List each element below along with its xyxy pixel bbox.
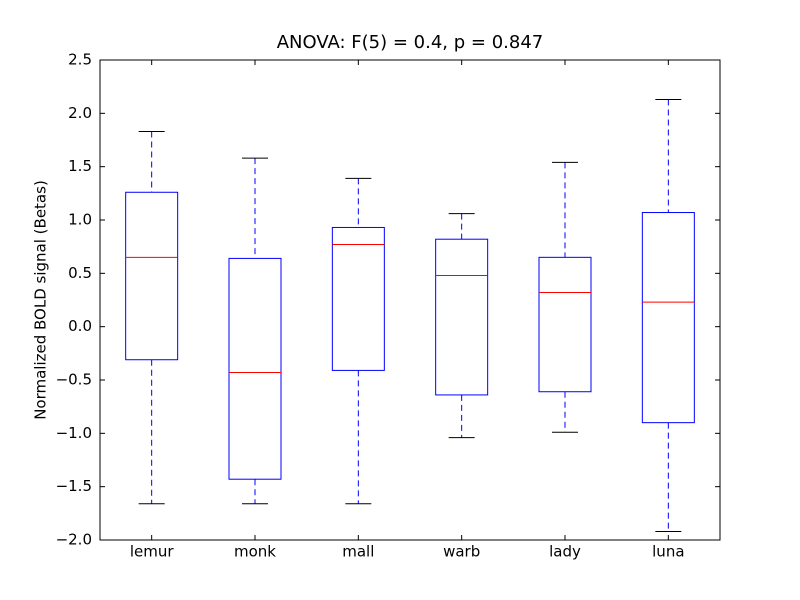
plot-frame	[99, 59, 721, 541]
box	[125, 191, 179, 361]
y-tick-label: −1.5	[56, 477, 92, 495]
x-tick-label: monk	[234, 543, 276, 561]
box	[331, 226, 385, 371]
y-tick-label: −1.0	[56, 424, 92, 442]
box	[228, 257, 282, 480]
chart-title: ANOVA: F(5) = 0.4, p = 0.847	[277, 32, 544, 53]
y-tick-label: 1.5	[68, 157, 92, 175]
y-tick-label: −0.5	[56, 371, 92, 389]
box	[641, 212, 695, 424]
y-axis-label: Normalized BOLD signal (Betas)	[32, 180, 50, 420]
x-tick-label: lemur	[130, 543, 175, 561]
x-tick-label: luna	[652, 543, 684, 561]
x-tick-label: lady	[549, 543, 581, 561]
box	[538, 256, 592, 393]
box	[435, 238, 489, 396]
y-tick-label: 1.0	[68, 211, 92, 229]
y-tick-label: 0.5	[68, 264, 92, 282]
x-tick-label: mall	[342, 543, 374, 561]
y-tick-label: 2.0	[68, 104, 92, 122]
y-tick-label: 0.0	[68, 317, 92, 335]
y-tick-label: 2.5	[68, 51, 92, 69]
x-tick-label: warb	[443, 543, 480, 561]
y-tick-label: −2.0	[56, 531, 92, 549]
